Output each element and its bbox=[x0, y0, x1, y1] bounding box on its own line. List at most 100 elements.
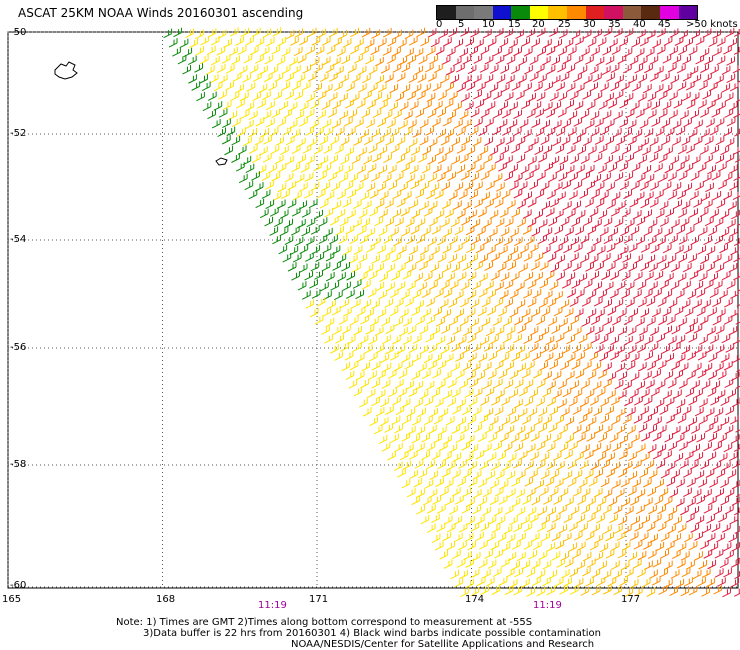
wind-barb bbox=[698, 81, 708, 91]
wind-barb bbox=[466, 146, 476, 156]
wind-barb bbox=[594, 424, 604, 434]
wind-barb bbox=[639, 532, 649, 542]
wind-barb bbox=[361, 27, 371, 38]
wind-barb bbox=[641, 432, 650, 442]
wind-barb bbox=[655, 127, 665, 137]
wind-barb bbox=[673, 99, 683, 109]
wind-barb bbox=[651, 100, 660, 110]
wind-barb bbox=[231, 117, 241, 127]
wind-barb bbox=[562, 387, 572, 398]
wind-barb bbox=[402, 270, 412, 280]
wind-barb bbox=[434, 398, 444, 408]
wind-barb bbox=[311, 245, 321, 255]
wind-barb bbox=[551, 56, 561, 66]
wind-barb bbox=[704, 423, 714, 433]
wind-barb bbox=[638, 326, 648, 336]
wind-barb bbox=[255, 117, 265, 127]
wind-barb bbox=[539, 361, 549, 371]
wind-barb bbox=[448, 253, 458, 264]
wind-barb bbox=[736, 304, 740, 307]
wind-barb bbox=[649, 153, 659, 163]
wind-barb bbox=[473, 387, 483, 398]
wind-barb bbox=[699, 207, 709, 218]
wind-barb bbox=[388, 180, 398, 191]
wind-barb bbox=[572, 405, 582, 415]
wind-barb bbox=[701, 380, 711, 390]
wind-barb bbox=[461, 136, 471, 146]
wind-barb bbox=[726, 218, 736, 229]
wind-barb bbox=[443, 559, 453, 569]
wind-barb bbox=[422, 145, 431, 156]
wind-barb bbox=[513, 109, 522, 120]
wind-barb bbox=[598, 369, 607, 379]
wind-barb bbox=[663, 325, 673, 335]
wind-barb bbox=[392, 208, 402, 219]
wind-barb bbox=[562, 118, 571, 129]
wind-barb bbox=[606, 468, 615, 478]
wind-barb bbox=[248, 110, 258, 121]
wind-barb bbox=[683, 468, 692, 478]
wind-barb bbox=[697, 351, 707, 361]
wind-barb bbox=[404, 29, 414, 40]
wind-barb bbox=[523, 334, 533, 344]
wind-barb bbox=[581, 424, 591, 435]
wind-barb bbox=[731, 209, 740, 220]
wind-barb bbox=[428, 137, 438, 148]
wind-barb bbox=[712, 190, 722, 201]
wind-barb bbox=[446, 272, 455, 282]
wind-barb bbox=[710, 65, 719, 75]
wind-barb bbox=[497, 451, 506, 461]
wind-barb bbox=[461, 344, 471, 355]
wind-barb bbox=[640, 452, 650, 462]
wind-barb bbox=[676, 478, 685, 488]
wind-barb bbox=[677, 272, 687, 283]
wind-barb bbox=[459, 569, 468, 580]
wind-barb bbox=[501, 461, 511, 472]
wind-barb bbox=[523, 289, 532, 299]
wind-barb bbox=[288, 101, 298, 112]
wind-barb bbox=[586, 100, 596, 111]
wind-barb bbox=[578, 334, 588, 344]
wind-barb bbox=[718, 289, 728, 300]
wind-barb bbox=[274, 154, 284, 165]
wind-barb bbox=[609, 433, 619, 443]
wind-barb bbox=[235, 36, 244, 46]
wind-barb bbox=[413, 477, 423, 488]
wind-barb bbox=[674, 244, 684, 255]
wind-barb bbox=[339, 217, 349, 227]
wind-barb bbox=[346, 209, 356, 219]
wind-barb bbox=[478, 126, 488, 137]
wind-barb bbox=[486, 163, 496, 173]
wind-barb bbox=[385, 405, 394, 415]
wind-barb bbox=[384, 199, 394, 209]
wind-barb bbox=[389, 83, 399, 94]
wind-barb bbox=[560, 407, 570, 417]
wind-barb bbox=[569, 252, 579, 263]
wind-barb bbox=[653, 416, 662, 426]
wind-barb bbox=[409, 164, 419, 175]
wind-barb bbox=[371, 396, 380, 407]
wind-barb bbox=[734, 525, 740, 534]
wind-barb bbox=[294, 28, 303, 38]
wind-barb bbox=[699, 145, 709, 155]
wind-barb bbox=[310, 99, 319, 110]
wind-barb bbox=[262, 28, 272, 38]
wind-barb bbox=[385, 344, 394, 355]
wind-barb bbox=[597, 451, 607, 462]
wind-barb bbox=[720, 496, 730, 506]
wind-barb bbox=[625, 108, 635, 119]
wind-barb bbox=[353, 136, 362, 146]
wind-barb bbox=[411, 416, 421, 426]
wind-barb bbox=[509, 308, 519, 318]
wind-barb bbox=[252, 72, 262, 82]
wind-barb bbox=[679, 362, 689, 373]
wind-barb bbox=[694, 531, 703, 541]
wind-barb bbox=[407, 54, 416, 65]
wind-barb bbox=[531, 576, 541, 587]
wind-barb bbox=[703, 362, 713, 373]
wind-barb bbox=[546, 126, 556, 137]
lat-label: -52 bbox=[10, 128, 27, 139]
wind-barb bbox=[481, 569, 491, 579]
wind-barb bbox=[650, 326, 659, 336]
wind-barb bbox=[258, 83, 268, 94]
